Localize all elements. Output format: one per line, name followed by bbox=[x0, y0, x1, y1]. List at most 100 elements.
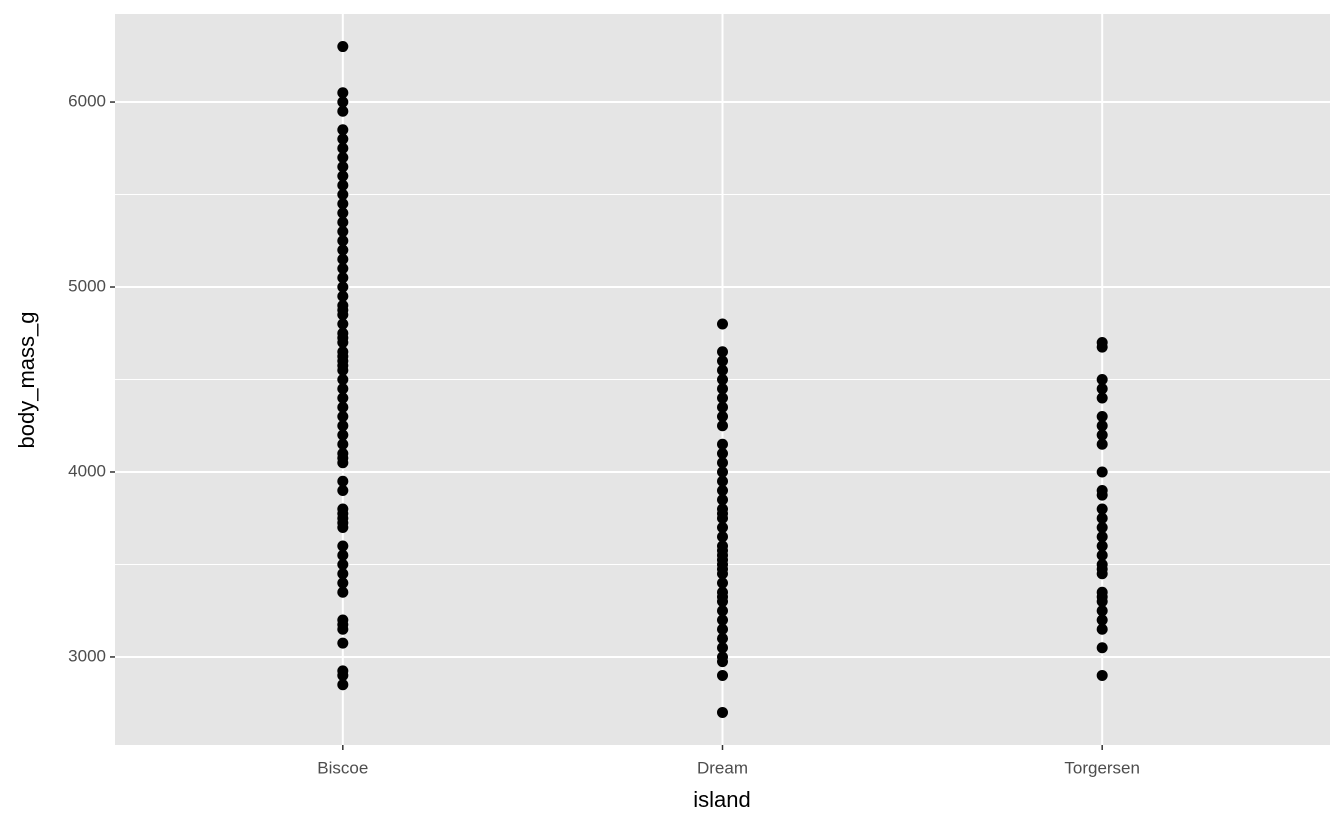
point bbox=[717, 420, 728, 432]
point bbox=[717, 438, 728, 450]
point bbox=[337, 540, 349, 552]
point bbox=[1096, 549, 1108, 561]
point bbox=[717, 512, 728, 524]
point bbox=[717, 318, 728, 330]
point bbox=[1096, 383, 1108, 395]
point bbox=[717, 494, 728, 506]
point bbox=[717, 706, 728, 718]
point bbox=[1096, 521, 1108, 533]
point bbox=[1096, 489, 1108, 501]
point bbox=[337, 179, 349, 191]
point bbox=[337, 133, 349, 145]
x-tick-label: Biscoe bbox=[317, 758, 368, 777]
point bbox=[337, 383, 349, 395]
point bbox=[337, 429, 349, 441]
x-tick-label: Dream bbox=[697, 758, 748, 777]
point bbox=[337, 170, 349, 182]
point bbox=[717, 392, 728, 404]
point bbox=[717, 447, 728, 459]
point bbox=[1096, 374, 1108, 385]
point bbox=[717, 669, 728, 681]
point bbox=[717, 605, 728, 617]
point bbox=[717, 577, 728, 589]
point bbox=[717, 355, 728, 367]
point bbox=[337, 161, 349, 173]
point bbox=[337, 290, 349, 302]
point bbox=[337, 281, 349, 293]
point bbox=[717, 364, 728, 376]
point bbox=[1096, 512, 1108, 524]
point bbox=[717, 457, 728, 469]
point bbox=[1096, 466, 1108, 478]
point bbox=[1096, 614, 1108, 626]
point bbox=[337, 309, 349, 321]
point bbox=[337, 521, 349, 533]
point bbox=[1096, 642, 1108, 654]
point bbox=[1096, 410, 1108, 422]
point bbox=[717, 383, 728, 395]
point bbox=[717, 475, 728, 487]
point bbox=[337, 96, 349, 108]
point bbox=[717, 466, 728, 478]
x-tick-label: Torgersen bbox=[1064, 758, 1140, 777]
point bbox=[337, 216, 349, 228]
y-tick-label: 5000 bbox=[68, 276, 106, 295]
point bbox=[717, 568, 728, 580]
point bbox=[337, 637, 349, 649]
point bbox=[717, 521, 728, 533]
point bbox=[1096, 420, 1108, 432]
point bbox=[337, 577, 349, 589]
point bbox=[717, 346, 728, 358]
y-tick-label: 3000 bbox=[68, 646, 106, 665]
point bbox=[1096, 669, 1108, 681]
point bbox=[337, 669, 349, 681]
point bbox=[337, 457, 349, 469]
point bbox=[337, 623, 349, 635]
point bbox=[337, 253, 349, 265]
point bbox=[1096, 540, 1108, 552]
point bbox=[337, 198, 349, 210]
point bbox=[337, 401, 349, 413]
point bbox=[337, 558, 349, 570]
point bbox=[337, 374, 349, 385]
point bbox=[337, 263, 349, 275]
point bbox=[717, 401, 728, 413]
point bbox=[1096, 429, 1108, 441]
point bbox=[337, 189, 349, 201]
point bbox=[1096, 392, 1108, 404]
point bbox=[1096, 438, 1108, 450]
point bbox=[337, 586, 349, 598]
point bbox=[337, 207, 349, 219]
point bbox=[337, 410, 349, 422]
point bbox=[717, 642, 728, 654]
point bbox=[337, 337, 349, 349]
point bbox=[337, 41, 349, 53]
point bbox=[337, 475, 349, 487]
point bbox=[337, 244, 349, 256]
point bbox=[717, 623, 728, 635]
point bbox=[337, 549, 349, 561]
point bbox=[337, 364, 349, 376]
y-tick-label: 6000 bbox=[68, 92, 106, 111]
point bbox=[717, 374, 728, 385]
point bbox=[1096, 605, 1108, 617]
point bbox=[717, 595, 728, 607]
y-axis-title: body_mass_g bbox=[14, 312, 39, 449]
y-tick-label: 4000 bbox=[68, 461, 106, 480]
point bbox=[717, 656, 728, 668]
point bbox=[717, 484, 728, 496]
point bbox=[337, 87, 349, 99]
point bbox=[337, 392, 349, 404]
point bbox=[1096, 595, 1108, 607]
point bbox=[337, 226, 349, 238]
point bbox=[337, 272, 349, 284]
point bbox=[337, 152, 349, 164]
point bbox=[1096, 503, 1108, 515]
point bbox=[717, 632, 728, 644]
point bbox=[337, 438, 349, 450]
point bbox=[337, 235, 349, 247]
point bbox=[717, 614, 728, 626]
point bbox=[717, 410, 728, 422]
point bbox=[1096, 568, 1108, 580]
